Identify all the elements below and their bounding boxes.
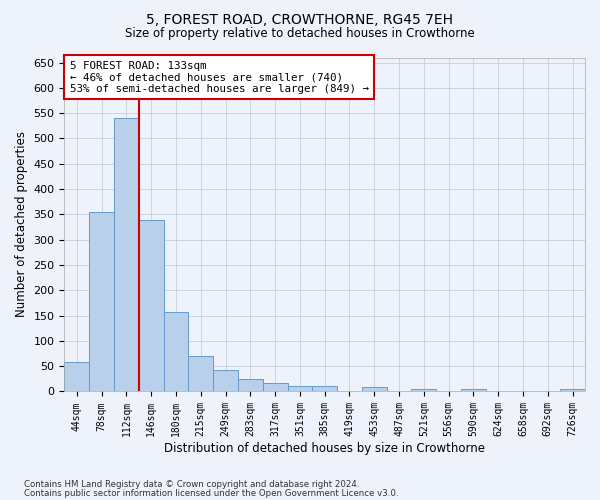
Bar bbox=[263, 383, 287, 392]
Bar bbox=[461, 389, 486, 392]
Text: Size of property relative to detached houses in Crowthorne: Size of property relative to detached ho… bbox=[125, 28, 475, 40]
Bar bbox=[313, 386, 337, 392]
Text: 5, FOREST ROAD, CROWTHORNE, RG45 7EH: 5, FOREST ROAD, CROWTHORNE, RG45 7EH bbox=[146, 12, 454, 26]
Bar bbox=[412, 389, 436, 392]
Text: Contains public sector information licensed under the Open Government Licence v3: Contains public sector information licen… bbox=[24, 489, 398, 498]
Bar bbox=[362, 387, 386, 392]
Bar bbox=[560, 389, 585, 392]
Bar bbox=[164, 312, 188, 392]
Y-axis label: Number of detached properties: Number of detached properties bbox=[15, 132, 28, 318]
Bar bbox=[238, 379, 263, 392]
Bar bbox=[139, 220, 164, 392]
Bar bbox=[287, 386, 313, 392]
Bar bbox=[188, 356, 213, 392]
Text: Contains HM Land Registry data © Crown copyright and database right 2024.: Contains HM Land Registry data © Crown c… bbox=[24, 480, 359, 489]
Bar bbox=[64, 362, 89, 392]
Bar bbox=[114, 118, 139, 392]
Bar bbox=[213, 370, 238, 392]
X-axis label: Distribution of detached houses by size in Crowthorne: Distribution of detached houses by size … bbox=[164, 442, 485, 455]
Text: 5 FOREST ROAD: 133sqm
← 46% of detached houses are smaller (740)
53% of semi-det: 5 FOREST ROAD: 133sqm ← 46% of detached … bbox=[70, 61, 368, 94]
Bar bbox=[89, 212, 114, 392]
